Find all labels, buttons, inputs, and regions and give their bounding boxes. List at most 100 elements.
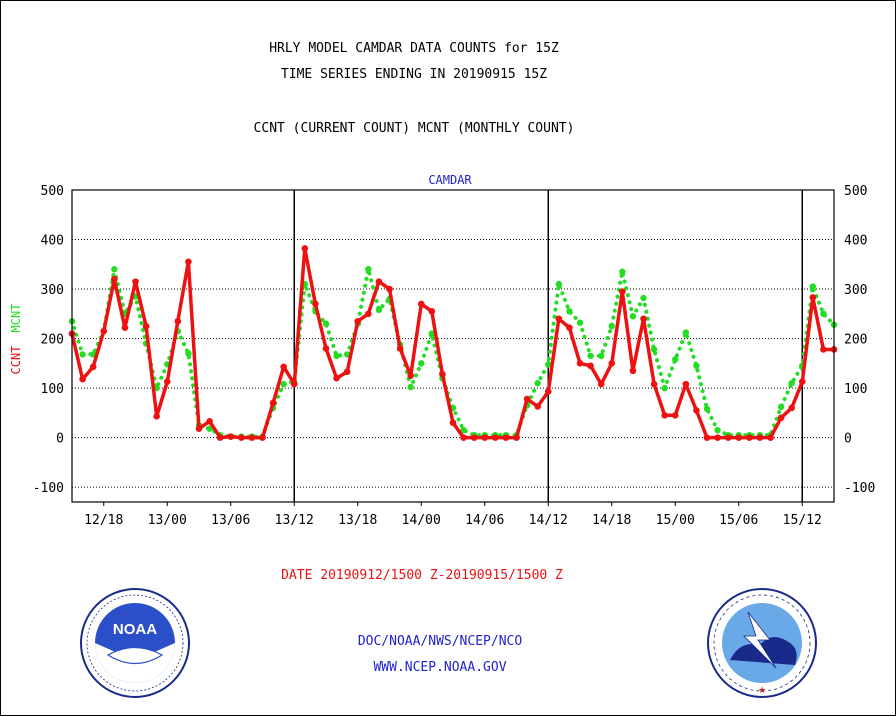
data-point-ccnt [788,404,795,412]
data-point-ccnt [470,434,478,441]
x-tick-label: 13/18 [338,513,377,528]
data-point-ccnt [449,419,457,427]
data-point-ccnt [640,315,647,323]
y-tick-label-right: 300 [844,283,867,298]
x-tick-label: 14/12 [529,513,568,528]
data-point-ccnt [259,434,266,441]
nws-star-icon: ★ [758,685,766,695]
data-point-mcnt [333,352,340,360]
y-tick-label-right: 400 [844,234,867,249]
data-point-mcnt [407,383,414,391]
data-point-mcnt [576,319,584,326]
data-point-mcnt [703,405,711,413]
data-point-ccnt [153,413,160,420]
data-point-ccnt [597,380,605,388]
y-tick-label-left: 100 [41,382,64,397]
org-text: DOC/NOAA/NWS/NCEP/NCO [358,634,523,649]
data-point-ccnt [333,374,340,382]
data-point-ccnt [703,434,711,441]
data-point-ccnt [428,308,436,315]
data-point-mcnt [375,306,383,314]
data-point-ccnt [608,360,616,367]
data-point-ccnt [111,275,118,283]
data-point-ccnt [682,380,690,388]
y-tick-label-right: 500 [844,184,867,199]
data-point-ccnt [523,395,531,403]
data-point-ccnt [735,434,743,441]
data-point-ccnt [767,434,774,441]
data-point-ccnt [777,414,785,422]
x-tick-label: 15/00 [656,513,695,528]
y-tick-label-right: -100 [844,481,875,496]
chart-subtitle: CCNT (CURRENT COUNT) MCNT (MONTHLY COUNT… [254,121,575,136]
data-point-ccnt [481,434,489,441]
y-tick-label-right: 200 [844,333,867,348]
data-point-ccnt [746,434,753,441]
data-point-ccnt [566,324,573,331]
data-point-ccnt [248,434,256,441]
plot-area: -100 -100 0 0 100 100 200 200 300 300 400 400 500 500… [33,184,876,528]
x-tick-label: 14/18 [592,513,631,528]
data-point-ccnt [322,345,330,352]
data-point-mcnt [418,360,425,367]
data-point-ccnt [629,367,637,375]
data-point-mcnt [809,283,817,290]
x-tick-label: 15/12 [783,513,822,528]
data-point-mcnt [555,280,563,288]
data-point-ccnt [216,434,224,441]
data-point-ccnt [396,345,404,352]
data-point-mcnt [597,352,605,360]
data-point-ccnt [354,317,362,325]
data-point-ccnt [121,324,129,331]
data-point-ccnt [555,315,563,323]
data-point-mcnt [428,330,436,337]
data-point-mcnt [111,266,118,273]
data-point-ccnt [89,363,97,371]
data-point-mcnt [640,294,647,302]
chart-title-line2: TIME SERIES ENDING IN 20190915 15Z [281,67,547,82]
data-point-ccnt [343,368,351,376]
data-point-ccnt [460,434,467,441]
data-point-mcnt [672,356,679,363]
y-tick-label-left: -100 [33,481,64,496]
y-tick-label-left: 200 [41,333,64,348]
data-point-ccnt [576,360,584,367]
data-point-mcnt [365,266,372,273]
data-point-mcnt [777,403,785,411]
data-point-ccnt [671,412,679,419]
data-point-ccnt [301,245,309,252]
y-tick-label-left: 0 [56,432,64,447]
ylabel-mcnt: MCNT [9,304,23,333]
data-point-ccnt [195,425,203,433]
data-point-mcnt [650,346,658,353]
data-point-ccnt [439,370,446,378]
data-point-ccnt [820,346,827,353]
x-tick-label: 14/00 [402,513,441,528]
data-point-mcnt [661,384,668,392]
data-point-ccnt [142,322,150,330]
data-point-mcnt [534,379,541,387]
data-point-mcnt [206,425,213,432]
url-link[interactable]: WWW.NCEP.NOAA.GOV [373,660,506,675]
x-tick-label: 15/06 [719,513,758,528]
data-point-ccnt [693,407,700,414]
data-point-mcnt [714,426,721,434]
data-point-mcnt [693,362,700,370]
data-point-ccnt [544,388,552,395]
data-point-ccnt [386,285,393,293]
x-tick-label: 13/06 [211,513,250,528]
data-point-mcnt [788,379,795,387]
data-point-ccnt [650,380,658,388]
y-tick-label-left: 500 [41,184,64,199]
data-point-ccnt [798,378,806,385]
data-point-ccnt [756,434,764,441]
data-point-ccnt [661,412,668,419]
nws-logo-icon: ★ [707,588,817,698]
data-point-mcnt [185,350,192,357]
y-tick-label-right: 0 [844,432,852,447]
data-point-ccnt [809,294,817,301]
data-point-ccnt [312,300,319,308]
panel-title: CAMDAR [428,173,472,187]
data-point-ccnt [365,310,372,318]
data-point-mcnt [587,352,594,360]
